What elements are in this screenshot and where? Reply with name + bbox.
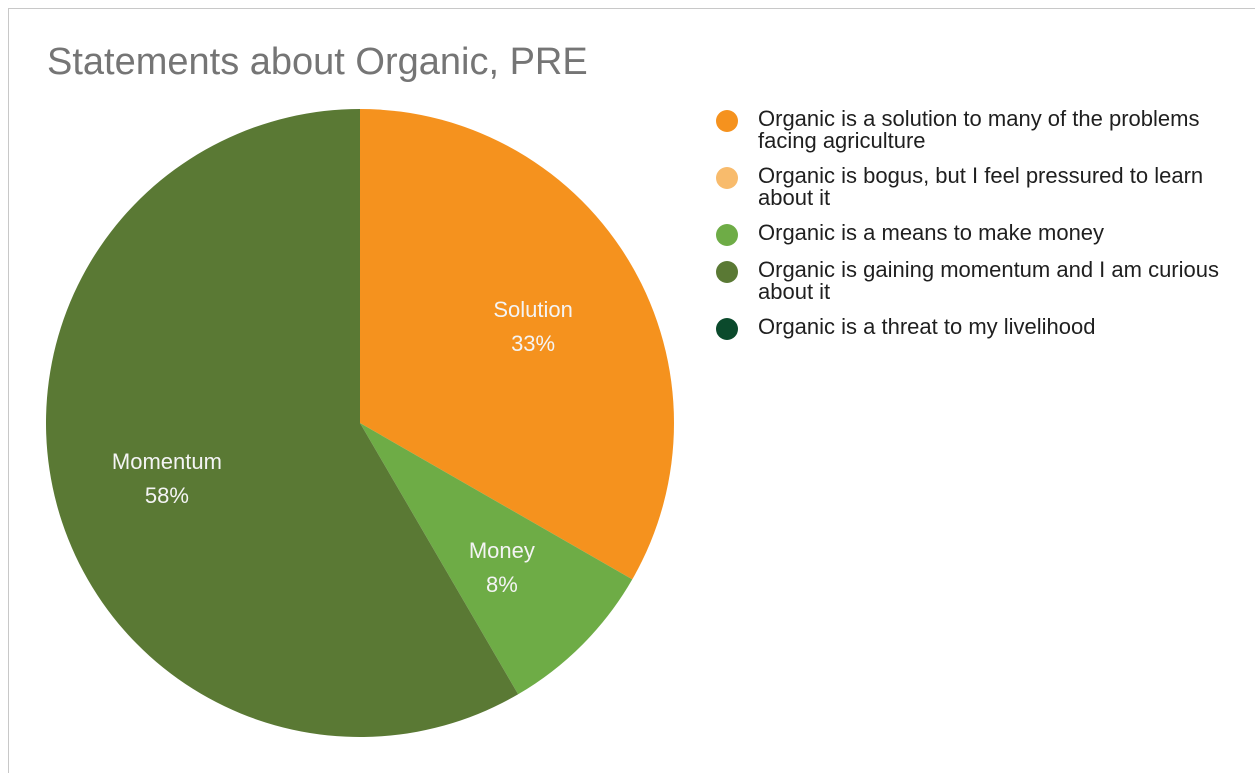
legend-swatch-momentum <box>716 261 738 283</box>
chart-legend: Organic is a solution to many of the pro… <box>716 108 1236 353</box>
legend-item-momentum: Organic is gaining momentum and I am cur… <box>716 259 1236 303</box>
legend-swatch-bogus <box>716 167 738 189</box>
legend-item-solution: Organic is a solution to many of the pro… <box>716 108 1236 152</box>
slice-percent-momentum: 58% <box>145 483 189 508</box>
legend-label-money: Organic is a means to make money <box>758 220 1105 245</box>
slice-label-solution: Solution <box>493 297 573 322</box>
slice-label-momentum: Momentum <box>112 449 222 474</box>
legend-swatch-threat <box>716 318 738 340</box>
legend-label-momentum: Organic is gaining momentum and I am cur… <box>758 257 1219 304</box>
pie-slice-money <box>360 423 633 695</box>
legend-item-money: Organic is a means to make money <box>716 222 1236 246</box>
pie-slice-momentum <box>45 109 519 737</box>
legend-label-threat: Organic is a threat to my livelihood <box>758 314 1096 339</box>
legend-item-bogus: Organic is bogus, but I feel pressured t… <box>716 165 1236 209</box>
chart-title: Statements about Organic, PRE <box>47 41 588 83</box>
legend-swatch-solution <box>716 110 738 132</box>
legend-label-bogus: Organic is bogus, but I feel pressured t… <box>758 163 1204 210</box>
pie-slice-solution <box>360 109 674 580</box>
slice-label-money: Money <box>469 538 535 563</box>
legend-swatch-money <box>716 224 738 246</box>
slice-percent-money: 8% <box>486 572 518 597</box>
legend-label-solution: Organic is a solution to many of the pro… <box>758 106 1200 153</box>
slice-percent-solution: 33% <box>511 331 555 356</box>
legend-item-threat: Organic is a threat to my livelihood <box>716 316 1236 340</box>
